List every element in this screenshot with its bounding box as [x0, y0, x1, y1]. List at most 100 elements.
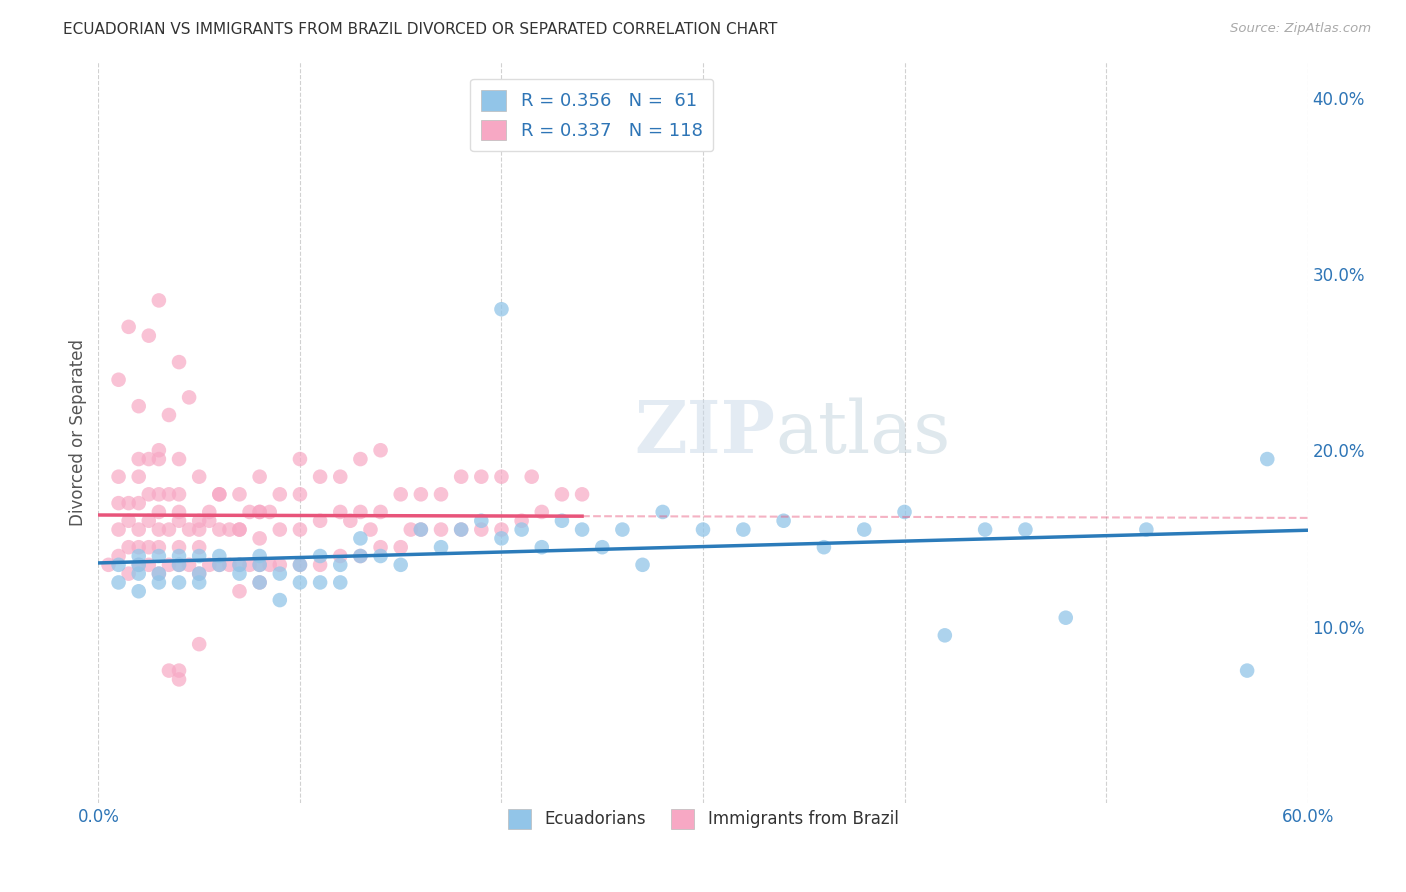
Text: ECUADORIAN VS IMMIGRANTS FROM BRAZIL DIVORCED OR SEPARATED CORRELATION CHART: ECUADORIAN VS IMMIGRANTS FROM BRAZIL DIV…	[63, 22, 778, 37]
Point	[148, 540, 170, 554]
Point	[288, 452, 311, 467]
Point	[228, 566, 250, 581]
Point	[530, 540, 553, 554]
Point	[571, 487, 593, 501]
Point	[591, 540, 613, 554]
Point	[249, 505, 271, 519]
Point	[853, 523, 876, 537]
Point	[309, 575, 332, 590]
Point	[188, 566, 211, 581]
Point	[148, 575, 170, 590]
Point	[288, 558, 311, 572]
Point	[128, 549, 150, 563]
Point	[188, 637, 211, 651]
Point	[128, 452, 150, 467]
Point	[239, 558, 262, 572]
Point	[167, 549, 190, 563]
Point	[188, 523, 211, 537]
Point	[349, 532, 371, 546]
Point	[167, 575, 190, 590]
Point	[510, 523, 533, 537]
Point	[167, 355, 190, 369]
Text: ZIP: ZIP	[634, 397, 776, 468]
Point	[157, 558, 180, 572]
Point	[167, 540, 190, 554]
Point	[148, 566, 170, 581]
Point	[288, 523, 311, 537]
Point	[107, 558, 129, 572]
Point	[148, 293, 170, 308]
Point	[188, 469, 211, 483]
Point	[551, 514, 574, 528]
Point	[128, 469, 150, 483]
Point	[249, 469, 271, 483]
Point	[491, 302, 513, 317]
Point	[631, 558, 654, 572]
Point	[772, 514, 794, 528]
Point	[288, 575, 311, 590]
Point	[491, 523, 513, 537]
Point	[329, 575, 352, 590]
Point	[249, 558, 271, 572]
Point	[249, 575, 271, 590]
Point	[128, 540, 150, 554]
Point	[228, 523, 250, 537]
Point	[430, 523, 453, 537]
Point	[188, 575, 211, 590]
Point	[128, 558, 150, 572]
Point	[128, 584, 150, 599]
Point	[450, 469, 472, 483]
Point	[259, 505, 281, 519]
Point	[118, 496, 141, 510]
Point	[349, 549, 371, 563]
Point	[409, 487, 432, 501]
Point	[1014, 523, 1036, 537]
Point	[470, 523, 492, 537]
Point	[409, 523, 432, 537]
Point	[107, 496, 129, 510]
Point	[228, 584, 250, 599]
Point	[167, 505, 190, 519]
Point	[813, 540, 835, 554]
Point	[329, 469, 352, 483]
Point	[430, 540, 453, 554]
Point	[692, 523, 714, 537]
Point	[349, 549, 371, 563]
Point	[188, 549, 211, 563]
Point	[470, 469, 492, 483]
Point	[198, 505, 221, 519]
Point	[491, 532, 513, 546]
Point	[329, 505, 352, 519]
Point	[188, 514, 211, 528]
Point	[389, 540, 412, 554]
Point	[107, 469, 129, 483]
Text: Source: ZipAtlas.com: Source: ZipAtlas.com	[1230, 22, 1371, 36]
Point	[1054, 610, 1077, 624]
Point	[259, 558, 281, 572]
Point	[269, 566, 291, 581]
Point	[148, 549, 170, 563]
Point	[389, 558, 412, 572]
Point	[148, 443, 170, 458]
Point	[249, 549, 271, 563]
Point	[1135, 523, 1157, 537]
Point	[450, 523, 472, 537]
Point	[157, 664, 180, 678]
Point	[179, 558, 201, 572]
Point	[530, 505, 553, 519]
Point	[520, 469, 543, 483]
Point	[651, 505, 673, 519]
Point	[128, 523, 150, 537]
Point	[370, 549, 392, 563]
Point	[157, 487, 180, 501]
Point	[107, 575, 129, 590]
Point	[218, 558, 240, 572]
Point	[188, 540, 211, 554]
Point	[157, 408, 180, 422]
Point	[208, 558, 231, 572]
Point	[339, 514, 361, 528]
Point	[249, 532, 271, 546]
Point	[228, 558, 250, 572]
Point	[893, 505, 915, 519]
Point	[288, 558, 311, 572]
